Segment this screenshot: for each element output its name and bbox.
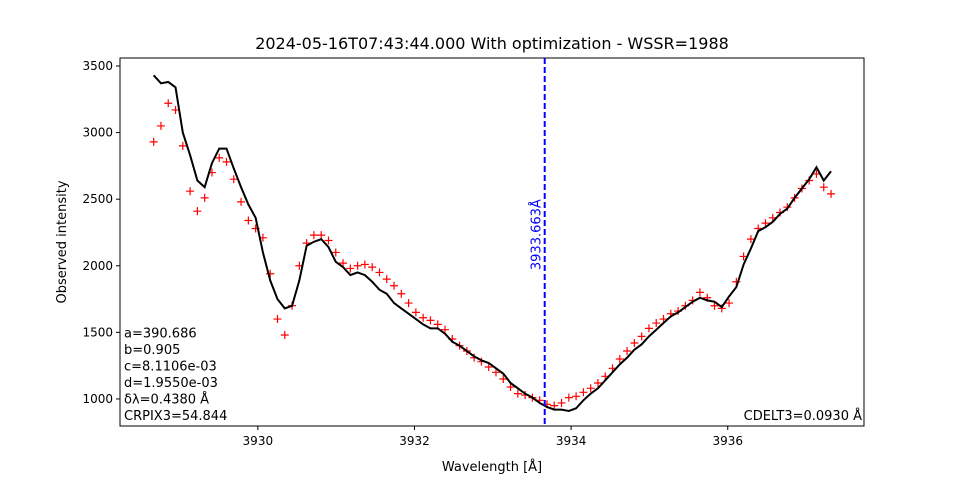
data-point: [441, 325, 450, 334]
data-point: [491, 368, 500, 377]
data-point: [229, 175, 238, 184]
data-point: [346, 264, 355, 273]
data-point: [324, 236, 333, 245]
data-point: [564, 393, 573, 402]
data-point: [637, 332, 646, 341]
data-point: [550, 401, 559, 410]
data-point: [615, 355, 624, 364]
data-point: [593, 378, 602, 387]
data-point: [237, 197, 246, 206]
data-point: [149, 137, 158, 146]
data-point: [404, 299, 413, 308]
y-tick-label: 2000: [82, 259, 113, 273]
data-point: [513, 389, 522, 398]
data-point: [156, 121, 165, 130]
data-point: [419, 313, 428, 322]
chart-title: 2024-05-16T07:43:44.000 With optimizatio…: [255, 34, 729, 53]
data-point: [725, 299, 734, 308]
fit-annotation: CRPIX3=54.844: [124, 409, 227, 424]
y-tick-label: 1500: [82, 325, 113, 339]
data-point: [506, 382, 515, 391]
data-point: [499, 374, 508, 383]
data-point: [426, 316, 435, 325]
cdelt-annotation: CDELT3=0.0930 Å: [744, 408, 862, 424]
data-point: [572, 392, 581, 401]
data-point: [273, 315, 282, 324]
data-point: [360, 260, 369, 269]
data-point: [390, 281, 399, 290]
data-point: [309, 231, 318, 240]
x-tick-label: 3930: [243, 434, 274, 448]
center-label: 3933.663Å: [529, 199, 545, 270]
data-point: [827, 189, 836, 198]
x-tick-label: 3932: [399, 434, 430, 448]
data-point: [695, 288, 704, 297]
data-point: [368, 263, 377, 272]
y-tick-label: 3000: [82, 126, 113, 140]
data-point: [579, 388, 588, 397]
data-point: [164, 99, 173, 108]
data-point: [652, 319, 661, 328]
y-tick-label: 2500: [82, 192, 113, 206]
data-point: [339, 259, 348, 268]
data-point: [397, 289, 406, 298]
data-point: [222, 157, 231, 166]
model-line: [152, 74, 832, 412]
data-point: [353, 261, 362, 270]
x-tick-label: 3934: [556, 434, 587, 448]
data-point: [586, 384, 595, 393]
fit-annotation: δλ=0.4380 Å: [124, 392, 209, 408]
data-point: [280, 331, 289, 340]
data-point: [630, 339, 639, 348]
data-point: [382, 275, 391, 284]
data-point: [244, 216, 253, 225]
data-point: [746, 235, 755, 244]
data-point: [317, 231, 326, 240]
data-point: [178, 141, 187, 150]
y-tick-label: 1000: [82, 392, 113, 406]
data-point: [411, 308, 420, 317]
data-point: [200, 193, 209, 202]
y-tick-label: 3500: [82, 59, 113, 73]
plot-frame: [119, 57, 865, 427]
data-point: [710, 301, 719, 310]
fit-annotation: a=390.686: [124, 327, 197, 342]
fit-annotation: d=1.9550e-03: [124, 376, 218, 391]
data-point: [557, 398, 566, 407]
data-point: [215, 153, 224, 162]
data-point: [193, 207, 202, 216]
data-point: [644, 324, 653, 333]
data-point: [186, 187, 195, 196]
data-point: [433, 320, 442, 329]
data-point: [819, 183, 828, 192]
fit-annotation: c=8.1106e-03: [124, 360, 217, 375]
data-point: [623, 347, 632, 356]
data-point: [484, 362, 493, 371]
data-point: [331, 248, 340, 257]
data-point: [375, 268, 384, 277]
x-axis-label: Wavelength [Å]: [442, 459, 542, 475]
fit-annotation: b=0.905: [124, 343, 180, 358]
x-tick-label: 3936: [712, 434, 743, 448]
y-axis-label: Observed intensity: [55, 180, 70, 303]
data-point: [761, 219, 770, 228]
